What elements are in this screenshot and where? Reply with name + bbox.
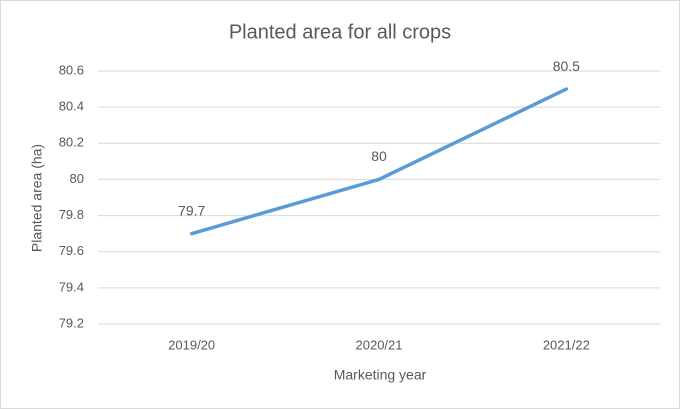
data-label: 79.7 — [178, 202, 205, 218]
y-tick-label: 79.2 — [59, 315, 84, 330]
y-axis-title: Planted area (ha) — [29, 144, 45, 252]
y-tick-label: 79.6 — [59, 243, 84, 258]
x-tick-label: 2021/22 — [543, 337, 590, 352]
y-tick-label: 79.8 — [59, 207, 84, 222]
x-tick-label: 2020/21 — [356, 337, 403, 352]
data-label: 80 — [371, 148, 387, 164]
y-tick-label: 80 — [70, 171, 84, 186]
data-line — [189, 87, 569, 236]
y-tick-label: 80.2 — [59, 135, 84, 150]
y-tick-label: 79.4 — [59, 279, 84, 294]
data-label: 80.5 — [553, 58, 580, 74]
chart-title: Planted area for all crops — [229, 21, 451, 43]
y-tick-label: 80.6 — [59, 62, 84, 77]
y-tick-label: 80.4 — [59, 99, 84, 114]
x-tick-label: 2019/20 — [168, 337, 215, 352]
x-axis-title: Marketing year — [334, 367, 427, 383]
